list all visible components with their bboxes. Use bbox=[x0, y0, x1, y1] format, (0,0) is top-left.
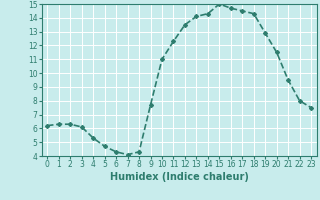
X-axis label: Humidex (Indice chaleur): Humidex (Indice chaleur) bbox=[110, 172, 249, 182]
